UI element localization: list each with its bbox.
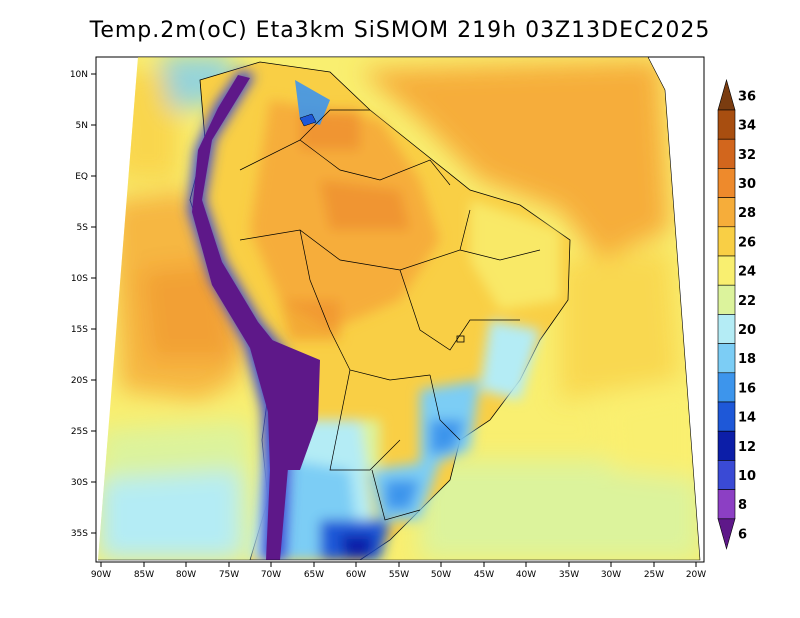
lon-tick-label: 45W bbox=[474, 570, 494, 580]
colorbar-label: 22 bbox=[738, 294, 756, 309]
domain-outline bbox=[98, 56, 701, 561]
lat-tick-label: 10S bbox=[71, 274, 88, 284]
colorbar-label: 20 bbox=[738, 323, 756, 338]
colorbar-label: 28 bbox=[738, 206, 756, 221]
lat-tick-label: 5S bbox=[77, 223, 89, 233]
colorbar-label: 26 bbox=[738, 235, 756, 250]
colorbar-label: 36 bbox=[738, 89, 756, 104]
colorbar-bottom-arrow bbox=[717, 518, 736, 550]
colorbar-swatch bbox=[717, 226, 736, 257]
temperature-field bbox=[98, 57, 700, 560]
lon-tick-label: 40W bbox=[516, 570, 536, 580]
colorbar-swatch bbox=[717, 138, 736, 169]
colorbar-swatch bbox=[717, 255, 736, 286]
lon-tick-label: 35W bbox=[559, 570, 579, 580]
lat-tick-label: 30S bbox=[71, 478, 88, 488]
colorbar-label: 32 bbox=[738, 148, 756, 163]
lat-tick-label: 10N bbox=[70, 70, 88, 80]
lon-tick-label: 75W bbox=[219, 570, 239, 580]
lon-tick-label: 65W bbox=[304, 570, 324, 580]
lat-tick-label: 15S bbox=[71, 325, 88, 335]
colorbar-label: 16 bbox=[738, 381, 756, 396]
colorbar-label: 12 bbox=[738, 440, 756, 455]
lat-tick-label: 35S bbox=[71, 529, 88, 539]
colorbar-label: 6 bbox=[738, 527, 747, 542]
lon-tick-label: 50W bbox=[431, 570, 451, 580]
colorbar-swatch bbox=[717, 168, 736, 198]
lon-tick-label: 55W bbox=[389, 570, 409, 580]
longitude-axis: 90W 85W 80W 75W 70W 65W 60W 55W 50W 45W … bbox=[91, 562, 706, 580]
lon-tick-label: 70W bbox=[261, 570, 281, 580]
lat-tick-label: 25S bbox=[71, 427, 88, 437]
latitude-axis: 10N 5N EQ 5S 10S 15S 20S 25S 30S 35S bbox=[70, 70, 96, 539]
colorbar-label: 18 bbox=[738, 352, 756, 367]
colorbar-label: 34 bbox=[738, 119, 756, 134]
colorbar-swatch bbox=[717, 314, 736, 344]
lat-tick-label: 20S bbox=[71, 376, 88, 386]
map-title: Temp.2m(oC) Eta3km SiSMOM 219h 03Z13DEC2… bbox=[89, 18, 711, 43]
colorbar-label: 24 bbox=[738, 265, 756, 280]
colorbar-swatch bbox=[717, 372, 736, 403]
colorbar-swatch bbox=[717, 343, 736, 374]
colorbar-top-arrow bbox=[717, 78, 736, 111]
colorbar-label: 8 bbox=[738, 498, 747, 513]
colorbar-swatch bbox=[717, 489, 736, 520]
colorbar-swatch bbox=[717, 460, 736, 490]
lon-tick-label: 60W bbox=[346, 570, 366, 580]
lon-tick-label: 20W bbox=[686, 570, 706, 580]
colorbar-label: 14 bbox=[738, 411, 756, 426]
lon-tick-label: 25W bbox=[644, 570, 664, 580]
lon-tick-label: 90W bbox=[91, 570, 111, 580]
colorbar-label: 30 bbox=[738, 177, 756, 192]
colorbar-swatch bbox=[717, 430, 736, 461]
lat-tick-label: 5N bbox=[76, 121, 88, 131]
colorbar-swatch bbox=[717, 109, 736, 140]
lat-tick-label: EQ bbox=[75, 172, 88, 182]
lon-tick-label: 30W bbox=[601, 570, 621, 580]
colorbar-swatch bbox=[717, 401, 736, 432]
colorbar-legend: 36 34 32 30 28 26 24 22 20 18 16 14 12 10 8 6 bbox=[717, 78, 756, 550]
lon-tick-label: 85W bbox=[134, 570, 154, 580]
lon-tick-label: 80W bbox=[176, 570, 196, 580]
colorbar-swatch bbox=[717, 284, 736, 315]
colorbar-label: 10 bbox=[738, 469, 756, 484]
colorbar-swatch bbox=[717, 197, 736, 228]
